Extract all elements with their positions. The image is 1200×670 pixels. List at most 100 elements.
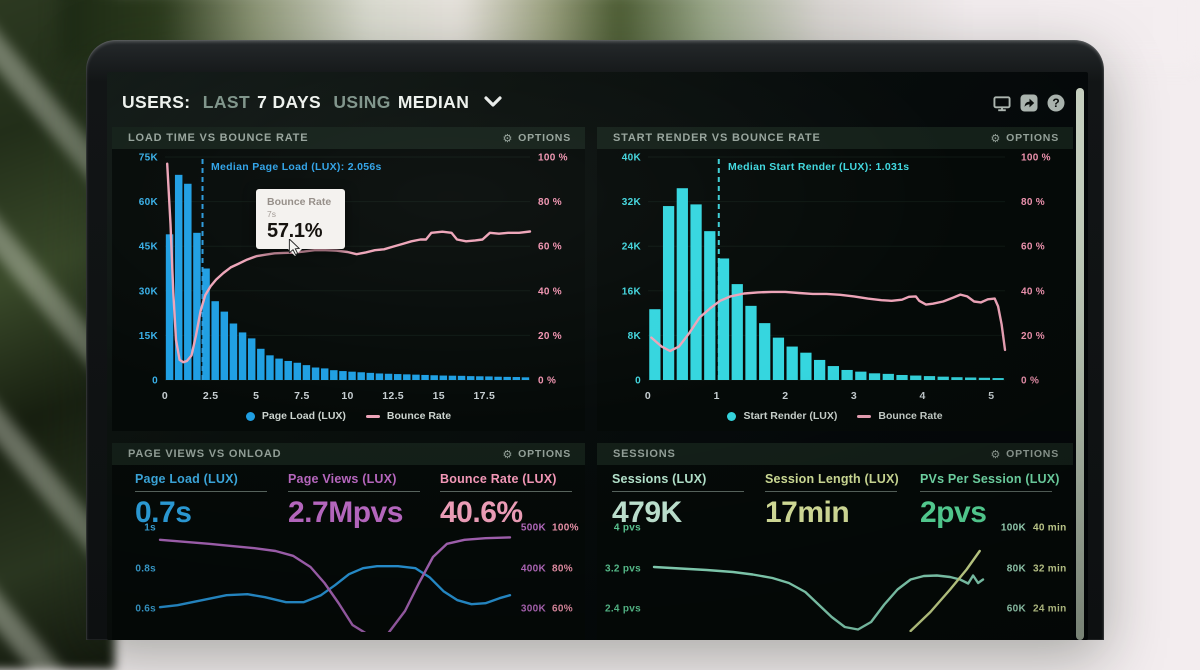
metric-session-length: Session Length (LUX) 17min: [765, 472, 915, 530]
axis-tick-label: 0: [152, 376, 158, 387]
histogram-bar: [293, 362, 302, 380]
median-annotation: Median Page Load (LUX): 2.056s: [211, 161, 382, 173]
metric-label: Bounce Rate (LUX): [440, 472, 557, 486]
histogram-bar: [238, 332, 247, 380]
options-button[interactable]: ⚙ OPTIONS: [990, 447, 1059, 461]
histogram-bar: [896, 374, 908, 380]
axis-tick-label: 60 %: [538, 242, 562, 253]
axis-tick-label: 0 %: [1021, 376, 1039, 387]
histogram-bar: [393, 374, 402, 380]
panel-header: PAGE VIEWS VS ONLOAD ⚙ OPTIONS: [112, 443, 585, 465]
histogram-bar: [357, 372, 365, 380]
metric-underline: [920, 491, 1052, 492]
histogram-bar: [384, 373, 393, 380]
axis-tick-label: 60K: [139, 197, 159, 208]
histogram-bar: [211, 301, 219, 380]
histogram-bar: [466, 376, 475, 380]
axis-tick-label: 40 min: [1033, 523, 1066, 534]
histogram-bar: [910, 375, 922, 380]
options-button[interactable]: ⚙ OPTIONS: [502, 447, 571, 461]
histogram-bar: [978, 377, 991, 380]
histogram-bar: [284, 360, 292, 380]
options-button[interactable]: ⚙ OPTIONS: [990, 131, 1059, 145]
start-render-histogram-chart[interactable]: 40K 100 % 32K 80 % 24K 60 % 16K 40 % 8K 20 % 0 0 % 0…: [597, 149, 1073, 407]
axis-tick-label: 4 pvs: [614, 523, 641, 534]
histogram-bar: [786, 346, 798, 380]
axis-tick-label: 100%: [552, 523, 579, 534]
histogram-bar: [965, 377, 977, 380]
histogram-bar: [855, 371, 867, 380]
metric-label: Session Length (LUX): [765, 472, 899, 486]
histogram-bar: [412, 374, 420, 380]
histogram-bar: [165, 234, 174, 380]
axis-tick-label: 20 %: [538, 331, 562, 342]
header-toolbar: ?: [993, 94, 1065, 112]
series-dot-icon: [245, 411, 255, 421]
sessions-line-chart[interactable]: 4 pvs 100K 40 min 3.2 pvs 80K 32 min 2.4 pvs 60…: [597, 520, 1073, 632]
axis-tick-label: 0: [645, 390, 651, 402]
page-views-onload-line-chart[interactable]: 1s 500K 100% 0.8s 400K 80% 0.6s 300K 60%: [112, 520, 585, 632]
histogram-bar: [330, 370, 338, 380]
gear-icon: ⚙: [990, 447, 1002, 461]
metric-value: 2.7Mpvs: [288, 496, 403, 529]
metric-sessions: Sessions (LUX) 479K: [612, 472, 762, 530]
users-range-dropdown[interactable]: USERS: LAST 7 DAYS USING MEDIAN: [122, 91, 502, 113]
histogram-bar: [348, 371, 356, 380]
panel-header: LOAD TIME VS BOUNCE RATE ⚙ OPTIONS: [112, 127, 585, 149]
axis-tick-label: 300K: [521, 604, 547, 615]
histogram-bar: [311, 367, 320, 380]
histogram-bar: [662, 206, 675, 380]
axis-tick-label: 0.8s: [135, 564, 156, 575]
scrollbar[interactable]: [1076, 88, 1084, 640]
axis-tick-label: 15: [433, 390, 445, 402]
axis-tick-label: 15K: [139, 331, 159, 342]
panel-title: START RENDER VS BOUNCE RATE: [613, 132, 821, 144]
histogram-bar: [247, 338, 256, 380]
legend-item: Bounce Rate: [857, 410, 943, 422]
axis-tick-label: 45K: [139, 242, 159, 253]
axis-tick-label: 4: [920, 390, 926, 402]
laptop-frame: USERS: LAST 7 DAYS USING MEDIAN ? LOAD TIM…: [86, 40, 1104, 640]
metric-underline: [440, 491, 572, 492]
tooltip-label: Bounce Rate: [267, 196, 332, 208]
axis-tick-label: 7.5: [294, 390, 310, 402]
histogram-bar: [923, 376, 936, 380]
metric-value: 2pvs: [920, 496, 987, 529]
axis-tick-label: 40 %: [538, 286, 562, 297]
axis-tick-label: 12.5: [382, 390, 404, 402]
series-line-icon: [365, 414, 380, 418]
panel-sessions: SESSIONS ⚙ OPTIONS Sessions (LUX) 479K Se…: [597, 443, 1073, 640]
panel-title: LOAD TIME VS BOUNCE RATE: [128, 132, 309, 144]
load-time-histogram-chart[interactable]: 75K 100 % 60K 80 % 45K 60 % 30K 40 % 15K 20 % 0 0 %…: [112, 149, 585, 407]
chevron-down-icon: [483, 91, 502, 112]
histogram-bar: [676, 188, 688, 380]
histogram-bar: [494, 376, 502, 380]
legend: Start Render (LUX) Bounce Rate: [597, 410, 1073, 422]
series-dot-icon: [727, 411, 737, 421]
metric-label: PVs Per Session (LUX): [920, 472, 1060, 486]
bounce-rate-line: [166, 162, 532, 364]
panel-page-views-vs-onload: PAGE VIEWS VS ONLOAD ⚙ OPTIONS Page Load …: [112, 443, 585, 640]
legend-item: Page Load (LUX): [245, 410, 346, 422]
metric-page-views: Page Views (LUX) 2.7Mpvs: [288, 472, 438, 530]
help-icon[interactable]: ?: [1047, 94, 1065, 112]
gear-icon: ⚙: [502, 447, 514, 461]
histogram-bar: [339, 371, 347, 380]
axis-tick-label: 400K: [521, 564, 547, 575]
share-icon[interactable]: [1020, 94, 1038, 112]
metric-underline: [135, 491, 267, 492]
histogram-bar: [302, 365, 311, 380]
axis-tick-label: 100K: [1001, 523, 1027, 534]
svg-text:?: ?: [1052, 96, 1059, 110]
metric-page-load: Page Load (LUX) 0.7s: [135, 472, 285, 530]
axis-tick-label: 0: [635, 376, 641, 387]
legend: Page Load (LUX) Bounce Rate: [112, 410, 585, 422]
axis-tick-label: 30K: [139, 286, 159, 297]
axis-tick-label: 1s: [144, 523, 156, 534]
options-button[interactable]: ⚙ OPTIONS: [502, 131, 571, 145]
display-icon[interactable]: [993, 94, 1011, 112]
range-bold-label: 7 DAYS: [257, 92, 322, 112]
histogram-bar: [882, 373, 894, 380]
histogram-bar: [868, 373, 881, 380]
